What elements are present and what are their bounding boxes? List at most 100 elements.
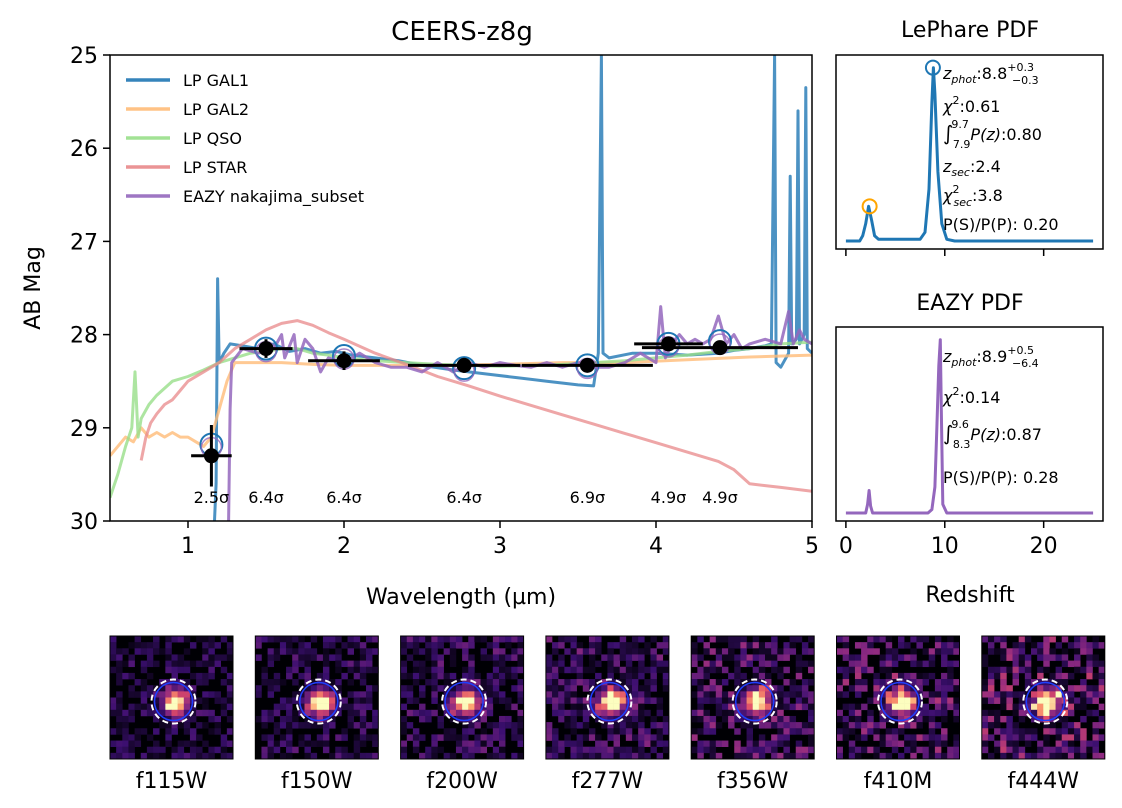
cutout-pixel bbox=[953, 752, 960, 760]
snr-label: 2.5σ bbox=[194, 488, 230, 507]
cutout-pixel bbox=[359, 697, 367, 704]
cutout-pixel bbox=[545, 666, 553, 674]
cutout-pixel bbox=[366, 691, 373, 698]
cutout-pixel bbox=[122, 709, 129, 717]
cutout-pixel bbox=[400, 752, 408, 760]
cutout-pixel bbox=[171, 691, 178, 698]
cutout-pixel bbox=[1061, 636, 1069, 643]
cutout-pixel bbox=[273, 636, 281, 643]
cutout-pixel bbox=[267, 691, 275, 698]
cutout-pixel bbox=[898, 728, 905, 735]
cutout-pixel bbox=[261, 746, 268, 754]
cutout-pixel bbox=[1018, 703, 1026, 711]
cutout-pixel bbox=[1092, 709, 1099, 717]
cutout-pixel bbox=[564, 666, 571, 674]
cutout-pixel bbox=[153, 728, 160, 735]
cutout-pixel bbox=[279, 642, 287, 649]
cutout-pixel bbox=[202, 654, 209, 661]
cutout-pixel bbox=[159, 648, 166, 655]
cutout-pixel bbox=[709, 722, 717, 729]
cutout-pixel bbox=[425, 636, 432, 643]
cutout-pixel bbox=[922, 746, 930, 754]
cutout-pixel bbox=[885, 691, 893, 698]
cutout-pixel bbox=[734, 672, 741, 680]
cutout-pixel bbox=[746, 734, 753, 741]
cutout-pixel bbox=[316, 709, 324, 717]
cutout-f150w: f150W bbox=[254, 635, 379, 794]
cutout-pixel bbox=[941, 715, 948, 723]
cutout-pixel bbox=[468, 740, 475, 747]
cutout-pixel bbox=[400, 703, 408, 711]
cutout-pixel bbox=[226, 642, 234, 649]
cutout-pixel bbox=[783, 703, 790, 711]
cutout-pixel bbox=[499, 691, 506, 698]
cutout-pixel bbox=[208, 728, 215, 735]
cutout-pixel bbox=[517, 642, 524, 649]
cutout-pixel bbox=[292, 709, 299, 717]
cutout-pixel bbox=[1086, 654, 1093, 661]
cutout-pixel bbox=[601, 654, 608, 661]
eazy-panel: 0 10 20 zphot:8.9+0.5 −6.4χ2:0.14∫9.6 8.3P(z… bbox=[835, 326, 1104, 559]
cutout-pixel bbox=[632, 709, 639, 717]
cutout-pixel bbox=[1092, 752, 1099, 760]
cutout-pixel bbox=[650, 685, 657, 692]
cutout-pixel bbox=[891, 703, 899, 711]
annotation-part: 8.8 bbox=[982, 64, 1007, 83]
cutout-pixel bbox=[613, 722, 620, 729]
cutout-pixel bbox=[134, 679, 142, 686]
cutout-pixel bbox=[116, 648, 123, 655]
cutout-pixel bbox=[904, 685, 911, 692]
cutout-pixel bbox=[261, 666, 268, 674]
annotation-part: 2.4 bbox=[975, 157, 1000, 176]
photometry-point bbox=[203, 448, 219, 464]
cutout-pixel bbox=[947, 697, 954, 704]
cutout-pixel bbox=[740, 722, 747, 729]
cutout-pixel bbox=[437, 654, 444, 661]
cutout-pixel bbox=[372, 666, 379, 674]
cutout-pixel bbox=[196, 746, 203, 754]
cutout-label: f444W bbox=[1008, 769, 1080, 794]
cutout-pixel bbox=[140, 660, 148, 668]
cutout-pixel bbox=[879, 734, 886, 741]
cutout-pixel bbox=[1000, 636, 1007, 643]
cutout-pixel bbox=[110, 740, 117, 747]
cutout-pixel bbox=[771, 666, 778, 674]
cutout-pixel bbox=[885, 697, 893, 704]
cutout-pixel bbox=[879, 679, 886, 686]
cutout-pixel bbox=[122, 722, 129, 729]
cutout-pixel bbox=[947, 648, 954, 655]
cutout-pixel bbox=[140, 666, 148, 674]
cutout-pixel bbox=[165, 740, 172, 747]
cutout-pixel bbox=[861, 734, 868, 741]
cutout-pixel bbox=[1012, 722, 1019, 729]
cutout-pixel bbox=[1012, 666, 1019, 674]
cutout-pixel bbox=[879, 666, 886, 674]
cutout-pixel bbox=[153, 703, 160, 711]
annotation-part: 3.8 bbox=[977, 186, 1002, 205]
cutout-pixel bbox=[619, 636, 627, 643]
cutout-pixel bbox=[552, 666, 559, 674]
cutout-pixel bbox=[322, 648, 330, 655]
cutout-pixel bbox=[359, 709, 367, 717]
cutout-pixel bbox=[310, 654, 318, 661]
cutout-pixel bbox=[431, 734, 438, 741]
cutout-pixel bbox=[455, 685, 463, 692]
cutout-pixel bbox=[134, 734, 142, 741]
cutout-pixel bbox=[987, 636, 995, 643]
cutout-pixel bbox=[576, 642, 584, 649]
cutout-pixel bbox=[412, 740, 420, 747]
cutout-pixel bbox=[505, 672, 512, 680]
cutout-pixel bbox=[347, 709, 354, 717]
cutout-pixel bbox=[165, 654, 172, 661]
cutout-pixel bbox=[783, 728, 790, 735]
cutout-pixel bbox=[196, 660, 203, 668]
cutout-pixel bbox=[1024, 697, 1032, 704]
cutout-pixel bbox=[286, 709, 293, 717]
cutout-pixel bbox=[638, 709, 645, 717]
cutout-pixel bbox=[214, 728, 221, 735]
cutout-pixel bbox=[904, 679, 911, 686]
cutout-pixel bbox=[795, 697, 803, 704]
cutout-pixel bbox=[183, 660, 191, 668]
cutout-pixel bbox=[1049, 691, 1056, 698]
cutout-pixel bbox=[777, 685, 784, 692]
